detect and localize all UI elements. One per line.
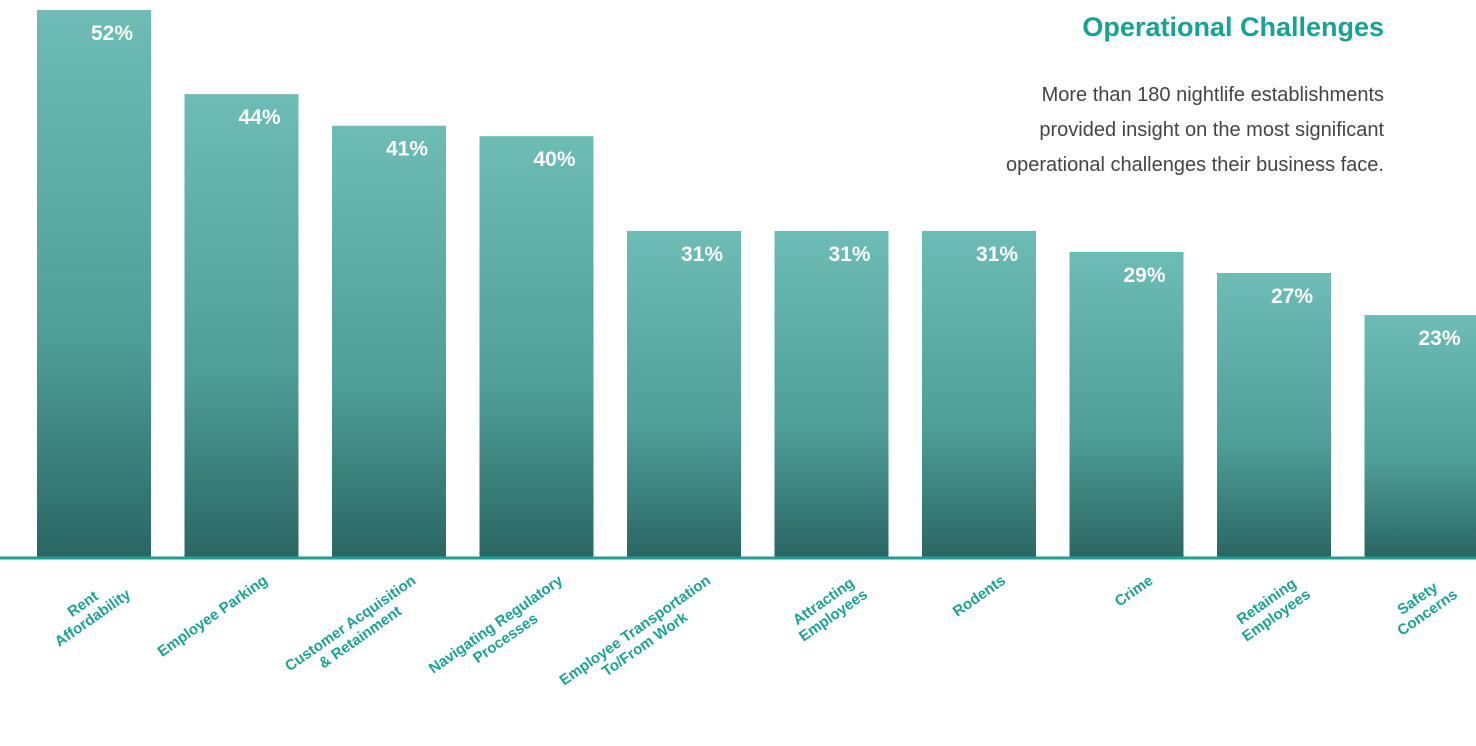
chart-title: Operational Challenges	[1082, 12, 1384, 42]
bar	[479, 136, 594, 557]
bar	[184, 94, 299, 558]
subtitle: More than 180 nightlife establishments p…	[1005, 84, 1384, 176]
bar	[332, 125, 446, 557]
value-label: 41%	[386, 138, 428, 161]
bar	[1364, 315, 1476, 557]
bar	[627, 230, 741, 557]
bar	[37, 10, 151, 557]
bar	[1217, 272, 1331, 557]
value-label: 31%	[976, 243, 1018, 266]
value-label: 23%	[1418, 327, 1460, 350]
value-label: 31%	[828, 243, 870, 266]
bar	[1069, 251, 1184, 557]
value-label: 27%	[1271, 285, 1313, 308]
value-label: 29%	[1123, 264, 1165, 287]
value-label: 31%	[681, 243, 723, 266]
bar	[922, 230, 1036, 557]
value-label: 52%	[91, 22, 133, 45]
value-label: 44%	[238, 106, 280, 129]
bar	[774, 230, 889, 557]
value-label: 40%	[533, 148, 575, 171]
